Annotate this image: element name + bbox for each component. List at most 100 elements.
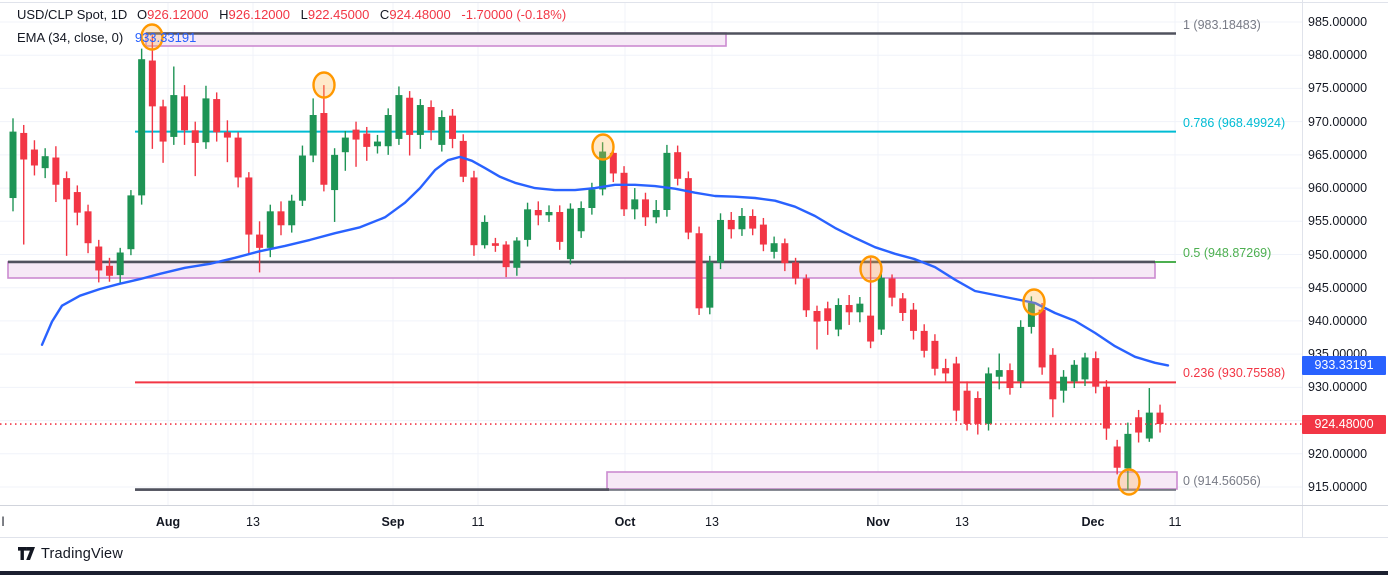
candle-body[interactable] [352,129,360,140]
candle-body[interactable] [534,209,542,216]
candle-body[interactable] [52,157,60,185]
candle-body[interactable] [181,96,189,131]
candle-body[interactable] [566,208,574,260]
candle-body[interactable] [502,244,510,268]
candle-body[interactable] [1092,358,1100,387]
candle-body[interactable] [513,240,521,268]
candle-body[interactable] [191,130,199,143]
tradingview-logo[interactable]: TradingView [18,546,123,562]
candle-body[interactable] [277,211,285,226]
candle-body[interactable] [470,177,478,246]
candle-body[interactable] [706,262,714,308]
candle-body[interactable] [931,340,939,369]
price-zone[interactable] [145,32,727,47]
candle-body[interactable] [588,189,596,209]
candle-body[interactable] [1017,326,1025,382]
candle-body[interactable] [813,310,821,322]
candle-body[interactable] [245,177,253,235]
candle-body[interactable] [985,373,993,424]
candle-body[interactable] [695,233,703,309]
indicator-legend[interactable]: EMA (34, close, 0) 933.33191 [17,30,196,45]
candle-body[interactable] [63,178,71,200]
candle-body[interactable] [1081,357,1089,380]
candle-body[interactable] [213,99,221,133]
candle-body[interactable] [84,211,92,244]
candle-body[interactable] [95,246,103,271]
candle-body[interactable] [909,309,917,331]
candle-body[interactable] [620,172,628,210]
candle-body[interactable] [609,152,617,174]
candle-body[interactable] [727,219,735,230]
candle-body[interactable] [438,116,446,145]
candle-body[interactable] [116,252,124,276]
candle-body[interactable] [1135,417,1143,433]
highlight-circle[interactable] [140,23,164,51]
ema-line[interactable] [40,155,1170,367]
candle-body[interactable] [159,106,167,142]
candle-body[interactable] [641,199,649,218]
candle-body[interactable] [1060,376,1068,391]
candle-body[interactable] [974,397,982,424]
candle-body[interactable] [341,137,349,153]
symbol-title[interactable]: USD/CLP Spot, 1D [17,7,128,22]
highlight-circle[interactable] [859,255,883,283]
candle-body[interactable] [877,277,885,330]
candle-body[interactable] [738,215,746,230]
candle-body[interactable] [1113,446,1121,468]
candle-body[interactable] [363,133,371,147]
candle-body[interactable] [384,115,392,147]
candle-body[interactable] [663,152,671,210]
highlight-circle[interactable] [1022,288,1046,316]
candle-body[interactable] [652,209,660,218]
candle-body[interactable] [373,141,381,147]
candle-body[interactable] [416,105,424,135]
candle-body[interactable] [427,107,435,131]
candle-body[interactable] [309,115,317,156]
candle-body[interactable] [845,304,853,313]
candle-body[interactable] [30,149,38,166]
candle-body[interactable] [1038,309,1046,368]
candle-body[interactable] [824,308,832,321]
candle-body[interactable] [759,224,767,245]
candle-body[interactable] [20,132,28,160]
candle-body[interactable] [834,304,842,330]
candle-body[interactable] [266,211,274,248]
candle-body[interactable] [781,243,789,264]
candle-body[interactable] [867,315,875,342]
candle-body[interactable] [545,211,553,216]
price-zone[interactable] [606,471,1178,490]
candle-body[interactable] [202,98,210,143]
candle-body[interactable] [942,368,950,374]
candle-body[interactable] [170,95,178,137]
indicator-name[interactable]: EMA (34, close, 0) [17,30,124,45]
candle-body[interactable] [148,60,156,107]
candle-body[interactable] [298,155,306,201]
candle-body[interactable] [1156,412,1164,425]
candle-body[interactable] [406,97,414,135]
candle-body[interactable] [770,243,778,252]
candle-body[interactable] [127,195,135,250]
candle-body[interactable] [234,137,242,178]
candle-body[interactable] [802,278,810,311]
candle-body[interactable] [138,59,146,196]
candle-body[interactable] [449,115,457,139]
candle-body[interactable] [73,192,81,213]
candle-body[interactable] [631,199,639,210]
candle-body[interactable] [1124,433,1132,469]
candle-body[interactable] [684,178,692,233]
candle-body[interactable] [1070,364,1078,382]
candle-body[interactable] [717,219,725,263]
candle-body[interactable] [481,221,489,246]
candle-body[interactable] [1006,370,1014,389]
candle-body[interactable] [792,262,800,279]
candle-body[interactable] [41,156,49,169]
candle-body[interactable] [599,151,607,190]
candle-body[interactable] [995,370,1003,377]
highlight-circle[interactable] [591,133,615,161]
candle-body[interactable] [320,113,328,185]
candle-body[interactable] [9,131,17,199]
candle-body[interactable] [1102,386,1110,429]
candle-body[interactable] [963,390,971,424]
candle-body[interactable] [856,303,864,313]
